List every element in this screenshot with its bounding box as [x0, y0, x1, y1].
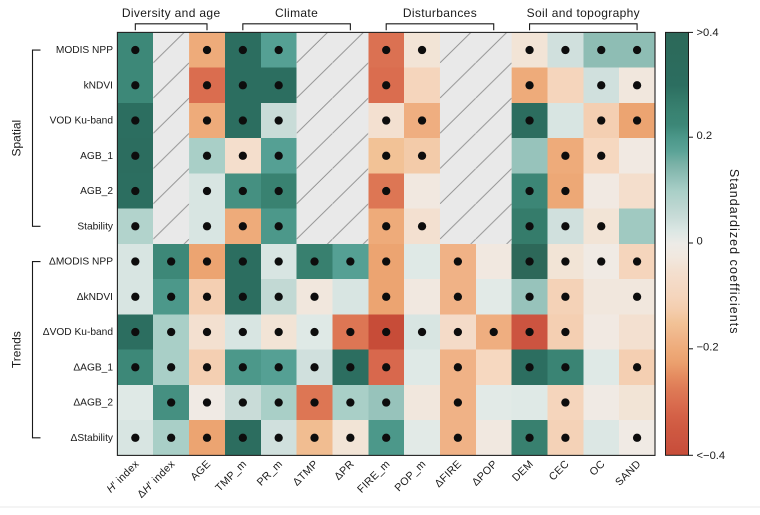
svg-text:Spatial: Spatial: [10, 120, 24, 157]
svg-text:Soil and topography: Soil and topography: [527, 6, 640, 20]
svg-text:0: 0: [697, 236, 703, 248]
svg-text:Diversity and age: Diversity and age: [122, 6, 221, 20]
svg-text:AGB_1: AGB_1: [80, 151, 113, 162]
svg-text:ΔMODIS NPP: ΔMODIS NPP: [49, 257, 113, 268]
svg-text:MODIS NPP: MODIS NPP: [56, 45, 113, 56]
svg-text:−0.2: −0.2: [697, 341, 719, 353]
svg-text:ΔStability: ΔStability: [71, 433, 114, 444]
svg-text:Disturbances: Disturbances: [403, 6, 477, 20]
svg-text:Stability: Stability: [77, 221, 114, 232]
svg-text:VOD Ku-band: VOD Ku-band: [50, 116, 114, 127]
svg-text:kNDVI: kNDVI: [84, 80, 113, 91]
svg-text:ΔAGB_2: ΔAGB_2: [73, 398, 113, 409]
svg-text:Climate: Climate: [275, 6, 318, 20]
svg-text:ΔkNDVI: ΔkNDVI: [77, 292, 113, 303]
svg-text:<−0.4: <−0.4: [697, 450, 726, 462]
svg-text:AGB_2: AGB_2: [80, 186, 113, 197]
svg-text:ΔAGB_1: ΔAGB_1: [73, 362, 113, 373]
svg-text:0.2: 0.2: [697, 130, 713, 142]
svg-text:Standardized coefficients: Standardized coefficients: [727, 169, 741, 335]
svg-text:>0.4: >0.4: [697, 27, 719, 39]
svg-text:Trends: Trends: [10, 331, 24, 368]
svg-text:ΔVOD Ku-band: ΔVOD Ku-band: [43, 327, 114, 338]
